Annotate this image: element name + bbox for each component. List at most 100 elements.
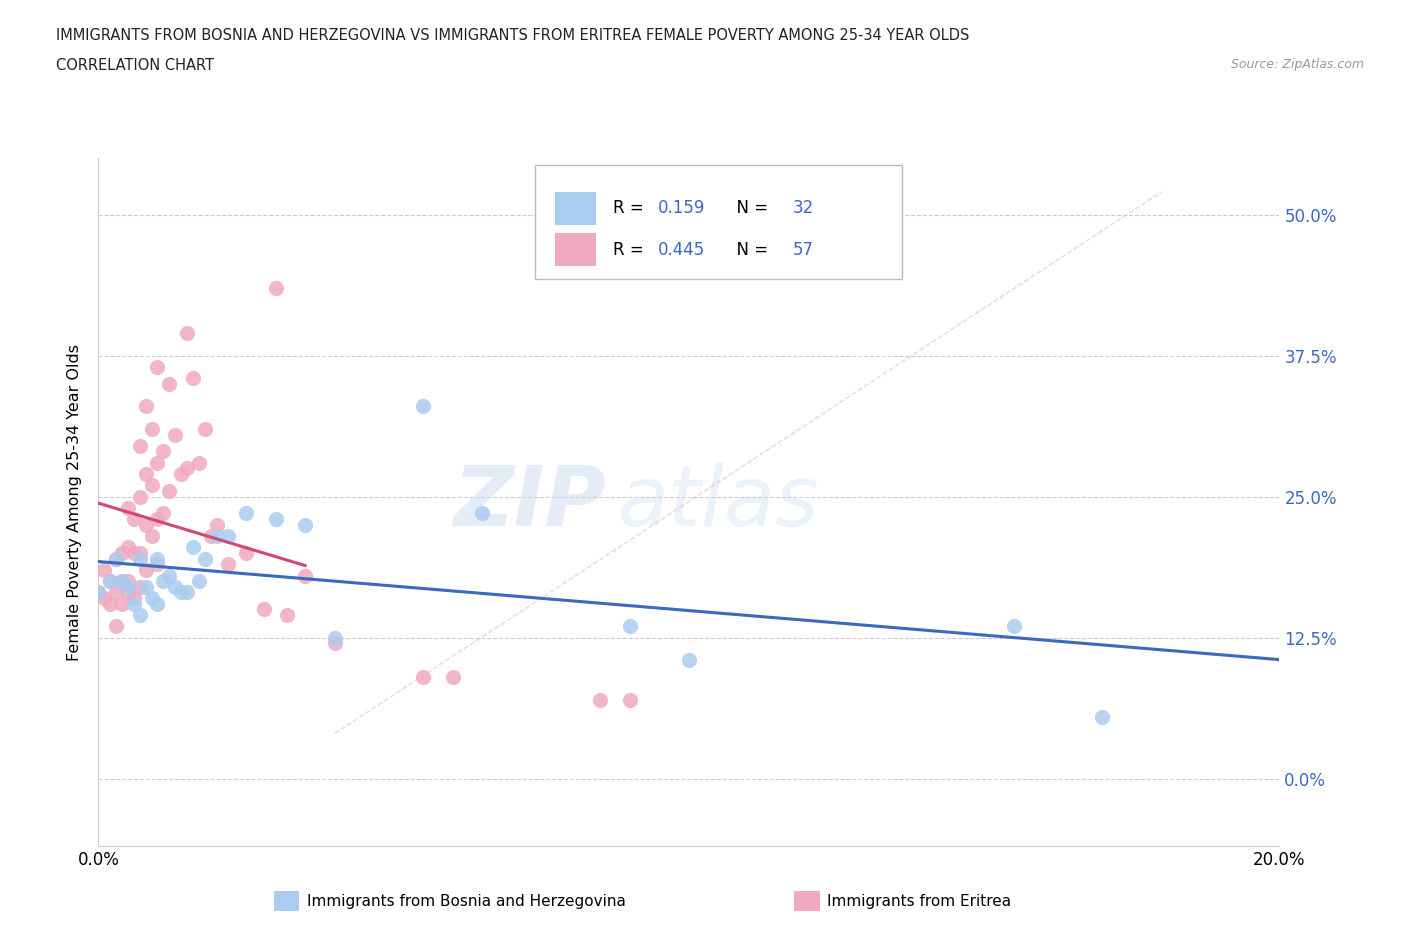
Point [176,585,198,600]
Point [205,528,228,543]
Point [157,484,180,498]
Point [117,500,139,515]
Point [165,427,187,442]
Text: 57: 57 [793,241,814,259]
Point [98,574,121,589]
Point [152,574,174,589]
Point [105,585,128,600]
Point [117,579,139,594]
Y-axis label: Female Poverty Among 25-34 Year Olds: Female Poverty Among 25-34 Year Olds [67,344,83,660]
Point [253,602,276,617]
Point [194,551,217,566]
Point [412,670,434,684]
Point [117,540,139,555]
Point [135,399,157,414]
Text: Source: ZipAtlas.com: Source: ZipAtlas.com [1230,58,1364,71]
Text: R =: R = [613,199,650,218]
Point [146,596,169,611]
Point [98,596,121,611]
Point [678,653,700,668]
Point [128,438,150,453]
FancyBboxPatch shape [536,165,901,279]
Point [176,461,198,476]
Point [128,489,150,504]
Text: 32: 32 [793,199,814,218]
Point [111,596,134,611]
Point [135,563,157,578]
Point [1002,618,1025,633]
Point [117,574,139,589]
Point [235,546,257,561]
Point [194,421,217,436]
Point [152,444,174,458]
Point [93,591,115,605]
Point [105,551,128,566]
Point [619,692,641,707]
Point [146,512,169,526]
Point [128,546,150,561]
Point [105,551,128,566]
Text: CORRELATION CHART: CORRELATION CHART [56,58,214,73]
Point [294,568,316,583]
Point [157,377,180,392]
Point [98,574,121,589]
Point [111,574,134,589]
Text: ZIP: ZIP [454,461,606,543]
Point [187,456,209,471]
Point [471,506,494,521]
Point [141,421,163,436]
Point [170,467,193,482]
Point [146,551,169,566]
Point [217,528,239,543]
Point [93,563,115,578]
Point [187,574,209,589]
Text: 0.445: 0.445 [658,241,706,259]
Point [128,607,150,622]
Text: N =: N = [725,199,773,218]
Point [619,618,641,633]
Point [111,546,134,561]
Point [122,546,145,561]
Point [217,557,239,572]
Point [122,596,145,611]
Point [200,528,222,543]
Text: Immigrants from Eritrea: Immigrants from Eritrea [827,894,1011,909]
Point [135,467,157,482]
Point [412,399,434,414]
Point [141,478,163,493]
Point [323,631,346,645]
Point [141,528,163,543]
FancyBboxPatch shape [555,233,596,266]
Point [105,618,128,633]
FancyBboxPatch shape [555,192,596,225]
Text: N =: N = [725,241,773,259]
Point [170,585,193,600]
Point [135,579,157,594]
Point [176,326,198,340]
Text: Immigrants from Bosnia and Herzegovina: Immigrants from Bosnia and Herzegovina [307,894,626,909]
Point [111,574,134,589]
Point [264,512,287,526]
Text: IMMIGRANTS FROM BOSNIA AND HERZEGOVINA VS IMMIGRANTS FROM ERITREA FEMALE POVERTY: IMMIGRANTS FROM BOSNIA AND HERZEGOVINA V… [56,28,970,43]
Point [264,281,287,296]
Point [135,517,157,532]
Point [165,579,187,594]
Point [157,568,180,583]
Point [128,551,150,566]
Text: 0.159: 0.159 [658,199,706,218]
Point [146,359,169,374]
Text: atlas: atlas [619,461,820,543]
Point [294,517,316,532]
Text: R =: R = [613,241,650,259]
Point [1091,709,1114,724]
Point [589,692,612,707]
Point [181,371,204,386]
Point [235,506,257,521]
Point [122,591,145,605]
Point [323,636,346,651]
Point [87,585,110,600]
Point [276,607,298,622]
Point [146,557,169,572]
Point [152,506,174,521]
Point [141,591,163,605]
